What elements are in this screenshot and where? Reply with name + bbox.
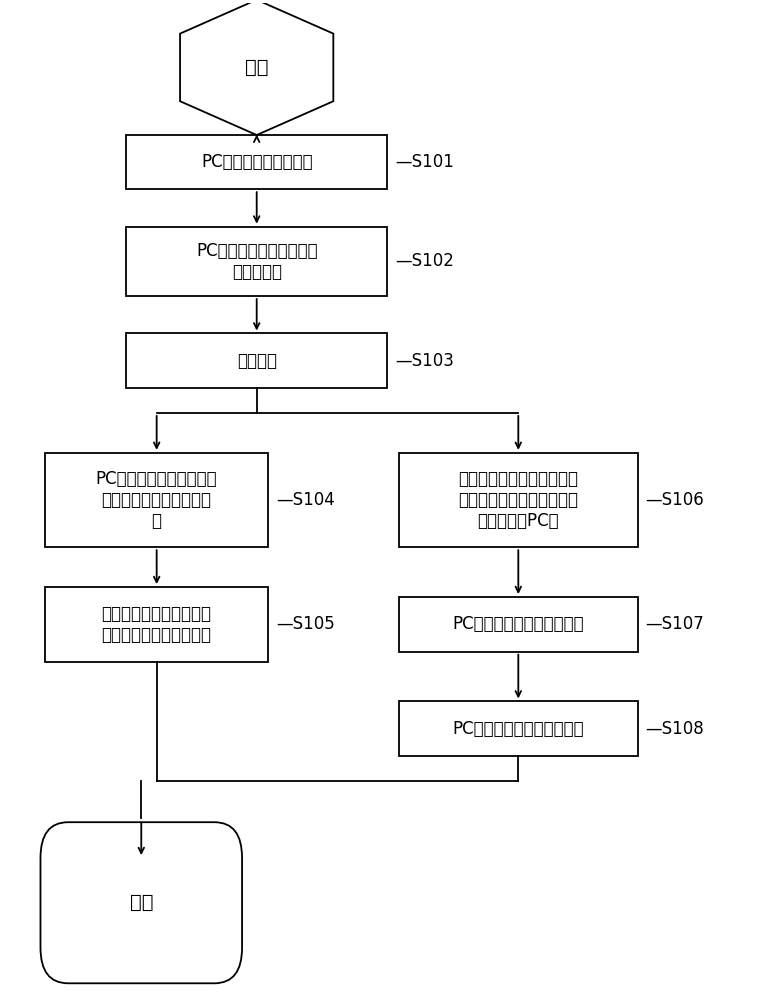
FancyBboxPatch shape bbox=[126, 333, 388, 388]
FancyBboxPatch shape bbox=[126, 227, 388, 296]
FancyBboxPatch shape bbox=[40, 822, 242, 983]
Text: —S105: —S105 bbox=[276, 615, 335, 633]
Text: —S106: —S106 bbox=[646, 491, 704, 509]
Text: —S107: —S107 bbox=[646, 615, 704, 633]
FancyBboxPatch shape bbox=[45, 453, 268, 547]
Text: 建立通话: 建立通话 bbox=[236, 352, 277, 370]
Text: PC机提取语音数据，并解码: PC机提取语音数据，并解码 bbox=[453, 615, 584, 633]
Text: —S108: —S108 bbox=[646, 720, 704, 738]
Polygon shape bbox=[180, 0, 333, 135]
FancyBboxPatch shape bbox=[45, 587, 268, 662]
Text: —S103: —S103 bbox=[395, 352, 454, 370]
Text: 接入终端接收无线移动宽带
传过来的语音数据，封装后
无线发送至PC机: 接入终端接收无线移动宽带 传过来的语音数据，封装后 无线发送至PC机 bbox=[458, 470, 578, 530]
FancyBboxPatch shape bbox=[399, 701, 638, 756]
Text: 开始: 开始 bbox=[245, 58, 268, 77]
Text: —S102: —S102 bbox=[395, 252, 454, 270]
Text: 接入终端解析接收的数据
包，发送至无线移动宽带: 接入终端解析接收的数据 包，发送至无线移动宽带 bbox=[102, 605, 212, 644]
Text: PC机采集音频，经编码、
封包后无线发送至接入终
端: PC机采集音频，经编码、 封包后无线发送至接入终 端 bbox=[96, 470, 218, 530]
Text: PC机或无线移动宽带侧发
起语音呼叫: PC机或无线移动宽带侧发 起语音呼叫 bbox=[196, 242, 318, 281]
FancyBboxPatch shape bbox=[399, 453, 638, 547]
FancyBboxPatch shape bbox=[399, 597, 638, 652]
Text: PC机播放解码后的语音数据: PC机播放解码后的语音数据 bbox=[453, 720, 584, 738]
Text: PC机安装电话管理软件: PC机安装电话管理软件 bbox=[201, 153, 312, 171]
Text: —S104: —S104 bbox=[276, 491, 335, 509]
Text: —S101: —S101 bbox=[395, 153, 454, 171]
FancyBboxPatch shape bbox=[126, 135, 388, 189]
Text: 结束: 结束 bbox=[129, 893, 153, 912]
